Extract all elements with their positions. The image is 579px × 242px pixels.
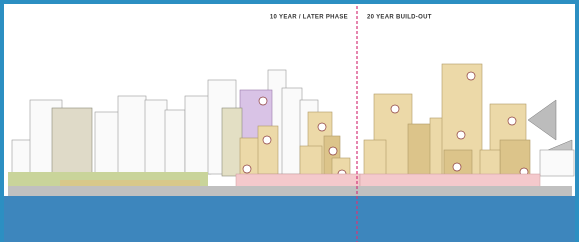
frame-top [0,0,579,4]
frame-right [575,0,579,242]
phase-label: 10 YEAR / LATER PHASE [270,15,348,21]
waterfront-base [8,172,572,196]
phase-label: 20 YEAR BUILD-OUT [367,15,432,21]
skyline-rendering: 10 YEAR / LATER PHASE 20 YEAR BUILD-OUT [0,0,579,242]
frame-left [0,0,4,242]
river [0,196,579,242]
